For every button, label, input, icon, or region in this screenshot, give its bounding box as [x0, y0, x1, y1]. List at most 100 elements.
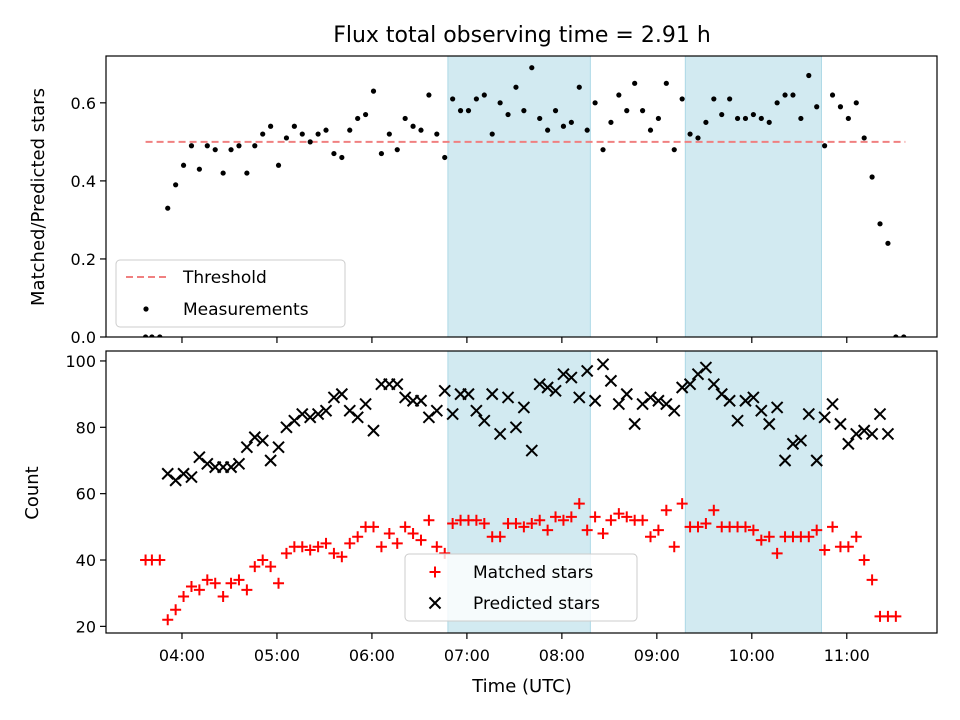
predicted-star-marker: [668, 404, 681, 417]
x-tick-label: 11:00: [824, 646, 870, 665]
measurement-point: [560, 123, 567, 129]
predicted-star-marker: [303, 411, 317, 424]
matched-star-marker: [739, 521, 751, 533]
measurement-point: [410, 123, 416, 129]
predicted-star-marker: [604, 374, 618, 388]
predicted-star-marker: [327, 391, 341, 404]
bottom-y-tick-label: 40: [76, 551, 96, 570]
measurement-point: [378, 150, 385, 157]
matched-star-marker: [518, 521, 530, 533]
predicted-star-marker: [549, 384, 562, 398]
top-y-axis-label: Matched/Predicted stars: [28, 88, 49, 306]
matched-star-marker: [193, 584, 205, 596]
measurement-point: [703, 119, 709, 125]
predicted-star-marker: [818, 411, 831, 424]
matched-star-marker: [280, 547, 292, 559]
bottom-y-tick-label: 20: [76, 617, 96, 636]
measurement-point: [513, 84, 519, 90]
measurement-point: [671, 147, 677, 153]
matched-star-marker: [470, 514, 482, 526]
x-tick-label: 10:00: [729, 646, 775, 665]
predicted-star-marker: [573, 391, 586, 404]
predicted-star-marker: [525, 444, 538, 457]
top-y-tick-label: 0.0: [71, 328, 96, 347]
predicted-star-marker: [391, 377, 404, 391]
measurement-point: [687, 131, 693, 137]
measurement-point: [719, 111, 725, 118]
predicted-star-marker: [185, 470, 198, 484]
matched-star-marker: [447, 518, 459, 530]
measurement-point: [149, 334, 155, 337]
matched-star-marker: [407, 527, 419, 539]
measurement-point: [655, 115, 662, 122]
measurement-point: [790, 92, 796, 98]
x-tick-label: 06:00: [349, 646, 395, 665]
matched-star-marker: [391, 537, 403, 549]
measurement-point: [418, 127, 424, 133]
matched-star-marker: [526, 518, 538, 530]
measurement-point: [639, 108, 646, 114]
predicted-star-marker: [557, 368, 570, 381]
predicted-star-marker: [755, 404, 768, 417]
predicted-star-marker: [826, 397, 839, 411]
matched-star-marker: [589, 511, 601, 523]
bottom-y-tick-label: 60: [76, 485, 96, 504]
legend-threshold-label: Threshold: [182, 268, 267, 288]
predicted-star-marker: [248, 431, 261, 444]
bottom-legend: Matched stars Predicted stars: [404, 553, 638, 622]
measurement-point: [307, 139, 313, 145]
predicted-star-marker: [834, 417, 847, 431]
matched-star-marker: [819, 544, 831, 556]
measurement-point: [355, 115, 361, 122]
matched-star-marker: [344, 537, 356, 549]
predicted-star-marker: [541, 381, 554, 394]
measurement-point: [315, 131, 321, 137]
measurement-point: [481, 92, 487, 98]
measurement-point: [180, 162, 187, 168]
matched-star-marker: [241, 584, 253, 596]
matched-star-marker: [209, 577, 221, 589]
measurement-point: [157, 334, 163, 337]
top-shaded-interval: [684, 55, 822, 338]
matched-star-marker: [336, 551, 348, 563]
top-y-tick-label: 0.2: [71, 250, 96, 269]
measurement-point: [442, 154, 448, 161]
measurement-point: [608, 119, 614, 125]
predicted-star-marker: [201, 457, 214, 471]
predicted-star-marker: [367, 424, 380, 437]
predicted-star-marker: [414, 394, 428, 407]
measurement-point: [727, 96, 733, 102]
measurement-point: [829, 92, 836, 98]
top-y-tick-label: 0.6: [71, 94, 96, 113]
measurement-point: [489, 131, 495, 137]
matched-star-marker: [249, 561, 261, 573]
matched-star-marker: [565, 511, 577, 523]
matched-star-marker: [178, 591, 190, 603]
chart-title: Flux total observing time = 2.91 h: [333, 23, 711, 48]
measurement-point: [750, 111, 756, 118]
matched-star-marker: [225, 577, 237, 589]
measurement-point: [268, 123, 274, 129]
measurement-point: [505, 111, 511, 118]
matched-star-marker: [431, 541, 443, 553]
predicted-star-marker: [786, 437, 800, 451]
measurement-point: [323, 127, 329, 133]
matched-star-marker: [296, 541, 308, 553]
predicted-star-marker: [264, 454, 277, 467]
measurement-point: [806, 72, 812, 79]
x-tick-label: 08:00: [539, 646, 585, 665]
matched-star-marker: [660, 504, 672, 516]
measurement-point: [212, 147, 218, 153]
predicted-star-marker: [778, 454, 792, 467]
bottom-panel: 20 40 60 80 100 04:00 05:00 06:00 07:00 08:00 09:0…: [65, 350, 938, 665]
measurement-point: [853, 100, 859, 106]
predicted-star-marker: [517, 401, 531, 414]
matched-star-marker: [771, 547, 783, 559]
measurement-point: [339, 154, 345, 161]
predicted-star-marker: [470, 404, 483, 417]
x-tick-label: 05:00: [254, 646, 300, 665]
matched-star-marker: [312, 541, 324, 553]
measurement-point: [291, 123, 297, 129]
predicted-star-marker: [478, 414, 491, 427]
measurement-point: [465, 108, 472, 114]
